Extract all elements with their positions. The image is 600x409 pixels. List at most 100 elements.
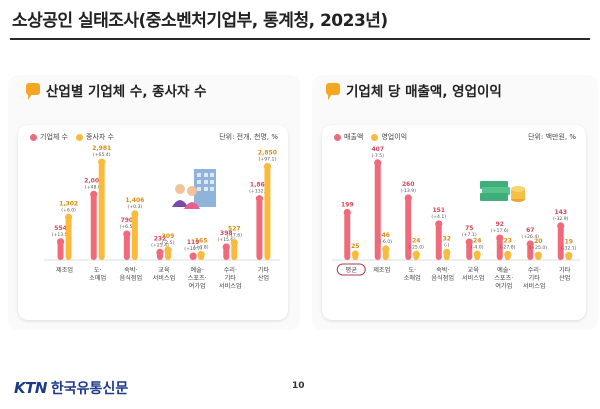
legend-label: 매출액 bbox=[344, 133, 364, 141]
bar-s1 bbox=[123, 234, 130, 260]
bar-cap bbox=[131, 210, 139, 218]
value-label: 92 bbox=[496, 221, 504, 228]
revenue-bar-chart: 199 25 평균 (-7.5)407 (-6.0)46 제조업 (-13.9)260 (-2… bbox=[332, 146, 580, 290]
bar-cap bbox=[197, 250, 205, 259]
change-label: (+97.1) bbox=[259, 156, 277, 162]
page-title: 소상공인 실태조사(중소벤처기업부, 통계청, 2023년) bbox=[12, 11, 388, 31]
change-label: (+26.4) bbox=[521, 234, 539, 240]
bar-cap bbox=[404, 194, 412, 202]
value-label: 260 bbox=[402, 181, 415, 188]
change-label: (+0.3) bbox=[127, 204, 142, 210]
bar-cap bbox=[534, 251, 542, 259]
change-label: (+6.0) bbox=[61, 207, 76, 213]
bar-cap bbox=[56, 238, 65, 246]
change-label: (-7.5) bbox=[371, 153, 384, 159]
bar-cap bbox=[351, 250, 359, 258]
bar-s1 bbox=[57, 241, 64, 260]
legend-dot-icon bbox=[371, 133, 379, 141]
bar-s1 bbox=[557, 225, 564, 260]
bar-cap bbox=[98, 158, 106, 166]
change-label: (-) bbox=[444, 242, 449, 248]
bar-s2 bbox=[131, 213, 138, 260]
bar-cap bbox=[443, 248, 451, 256]
category-label: 수리· bbox=[528, 266, 541, 274]
legend-label: 영업이익 bbox=[381, 133, 408, 141]
value-label: 119 bbox=[187, 239, 200, 246]
category-label: 산업 bbox=[559, 274, 570, 282]
legend-label: 기업체 수 bbox=[40, 133, 68, 141]
industry-bar-chart: (+13.5)554 (+6.0)1,302 제조업 (+48.0)2,000 (+65… bbox=[44, 145, 280, 290]
category-label: 도· bbox=[408, 267, 416, 274]
bar-cap bbox=[565, 251, 573, 260]
revenue-chart-card: 매출액 영업이익 단위: 백만원, % 199 25 평균 (-7.5) 407 (-6.… bbox=[322, 125, 586, 320]
category-label: 숙박· bbox=[436, 266, 449, 274]
page-number: 10 bbox=[292, 381, 305, 391]
category-label: 기타 bbox=[225, 274, 237, 282]
industry-chart-card: 기업체 수 종사자 수 단위: 전개, 천명, % (+13.5) 554 (+6.… bbox=[18, 125, 288, 320]
bar-s2 bbox=[231, 242, 238, 260]
speech-bubble-icon bbox=[26, 83, 40, 100]
industry-chart-panel: 산업별 기업체 수, 종사자 수 기업체 수 종사자 수 단위: 전개, 천명,… bbox=[8, 75, 300, 330]
change-label: (-4.0) bbox=[471, 244, 484, 250]
brand-name: 한국유통신문 bbox=[50, 381, 129, 397]
industry-chart-title: 산업별 기업체 수, 종사자 수 bbox=[46, 84, 207, 100]
change-label: (-32.1) bbox=[561, 245, 577, 251]
category-label: 예술· bbox=[497, 266, 510, 274]
category-label: 교육 bbox=[158, 267, 170, 274]
category-label: 산업 bbox=[258, 274, 269, 282]
bar-s1 bbox=[90, 194, 97, 260]
ktn-logo: KTN bbox=[14, 379, 47, 397]
category-label: 스포츠· bbox=[188, 275, 207, 282]
category-label: 서비스업 bbox=[219, 282, 242, 290]
value-label: 407 bbox=[371, 146, 384, 153]
change-label: (-13.9) bbox=[401, 188, 417, 194]
category-label: 서비스업 bbox=[523, 282, 546, 290]
bar-cap bbox=[343, 208, 351, 217]
category-label: 여가업 bbox=[495, 282, 512, 290]
category-label: 기타 bbox=[529, 274, 541, 282]
bar-s1 bbox=[344, 212, 351, 260]
bar-cap bbox=[473, 250, 481, 258]
bar-cap bbox=[123, 230, 131, 238]
bar-s1 bbox=[374, 162, 381, 260]
legend-item-workers: 종사자 수 bbox=[76, 132, 114, 142]
category-label: 여가업 bbox=[189, 282, 206, 290]
bar-cap bbox=[382, 245, 390, 253]
bar-cap bbox=[496, 234, 504, 242]
change-label: (-6.0) bbox=[379, 239, 392, 245]
revenue-chart-title: 기업체 당 매출액, 영업이익 bbox=[346, 84, 502, 100]
bar-cap bbox=[412, 250, 420, 258]
bar-s2 bbox=[264, 166, 271, 260]
people-building-illustration-icon bbox=[172, 169, 216, 209]
industry-chart-unit: 단위: 전개, 천명, % bbox=[219, 133, 278, 141]
revenue-chart-panel: 기업체 당 매출액, 영업이익 매출액 영업이익 단위: 백만원, % 199 2… bbox=[312, 75, 598, 330]
legend-item-profit: 영업이익 bbox=[371, 132, 407, 142]
value-label: 19 bbox=[565, 238, 573, 245]
value-label: 1,869 bbox=[250, 182, 269, 189]
legend-dot-icon bbox=[334, 133, 341, 141]
value-label: 151 bbox=[432, 207, 445, 214]
value-label: 232 bbox=[154, 235, 167, 242]
value-label: 1,406 bbox=[125, 197, 144, 204]
value-label: 2,000 bbox=[84, 177, 103, 184]
value-label: 23 bbox=[504, 238, 512, 245]
bar-cap bbox=[230, 239, 238, 247]
category-label: 서비스업 bbox=[153, 274, 176, 282]
value-label: 46 bbox=[382, 232, 390, 239]
change-label: (+3.8) bbox=[194, 245, 209, 251]
change-label: (-2.5) bbox=[162, 240, 175, 246]
bar-cap bbox=[526, 240, 534, 248]
change-label: (+15.6) bbox=[217, 237, 235, 243]
bar-cap bbox=[164, 246, 172, 254]
change-label: (-27.8) bbox=[500, 245, 516, 251]
change-label: (+65.4) bbox=[93, 152, 111, 158]
value-label: 24 bbox=[412, 237, 420, 244]
value-label: 398 bbox=[220, 230, 233, 237]
value-label: 24 bbox=[473, 237, 481, 244]
bar-cap bbox=[263, 162, 272, 171]
value-label: 20 bbox=[534, 238, 542, 245]
legend-label: 종사자 수 bbox=[86, 133, 114, 141]
category-label: 제조업 bbox=[373, 266, 390, 274]
category-label: 소매업 bbox=[89, 274, 106, 282]
value-label: 75 bbox=[465, 225, 473, 232]
